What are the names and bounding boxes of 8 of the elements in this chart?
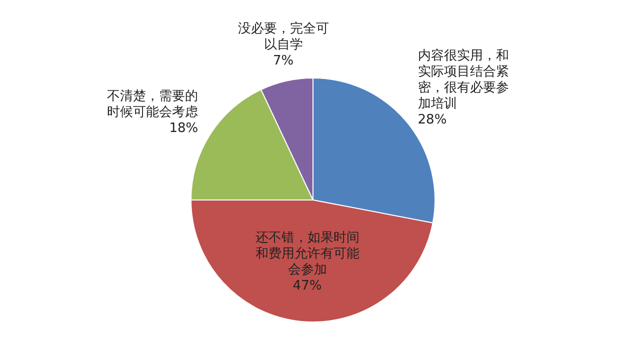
slice-label: 没必要，完全可以自学 bbox=[238, 20, 329, 52]
data-label: 28% bbox=[418, 112, 447, 128]
slice-label: 内容很实用，和实际项目结合紧密，很有必要参加培训 bbox=[418, 48, 509, 112]
data-label: 18% bbox=[169, 121, 198, 136]
data-label: 7% bbox=[273, 53, 294, 68]
slice-label: 不清楚，需要的时候可能会考虑 bbox=[107, 89, 198, 120]
data-label: 47% bbox=[292, 278, 322, 294]
slice-label: 还不错，如果时间和费用允许有可能会参加 bbox=[255, 230, 360, 278]
